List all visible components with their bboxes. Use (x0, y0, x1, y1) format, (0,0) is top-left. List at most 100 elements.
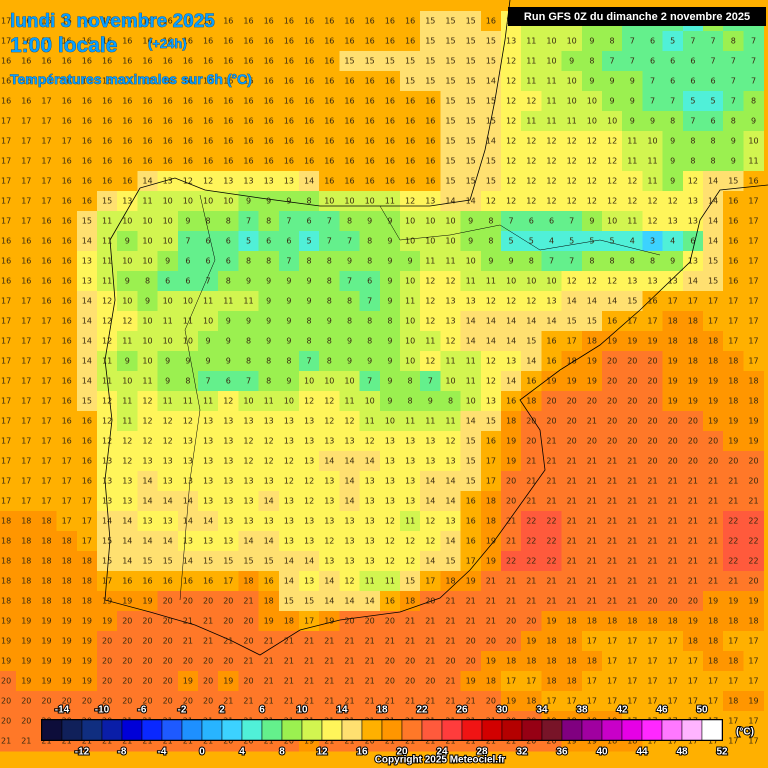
grid-value: 8 (448, 397, 453, 406)
grid-value: 17 (41, 157, 51, 166)
grid-value: 20 (163, 637, 173, 646)
grid-cell (258, 31, 280, 52)
grid-value: 15 (304, 597, 314, 606)
grid-value: 21 (304, 657, 314, 666)
grid-cell (97, 11, 118, 32)
grid-cell (117, 71, 138, 92)
grid-value: 10 (587, 117, 597, 126)
grid-value: 3 (650, 237, 655, 246)
grid-value: 12 (627, 197, 637, 206)
grid-value: 16 (284, 57, 294, 66)
grid-value: 20 (607, 397, 617, 406)
grid-value: 17 (1, 477, 11, 486)
grid-cell (238, 231, 260, 252)
grid-value: 9 (286, 277, 291, 286)
grid-value: 8 (266, 377, 271, 386)
grid-cell (561, 231, 583, 252)
grid-value: 9 (266, 337, 271, 346)
grid-value: 21 (668, 497, 678, 506)
grid-value: 20 (142, 637, 152, 646)
grid-value: 10 (142, 257, 152, 266)
grid-value: 11 (183, 397, 193, 406)
grid-value: 21 (365, 637, 375, 646)
grid-value: 9 (610, 77, 615, 86)
grid-cell (16, 191, 37, 212)
grid-value: 13 (284, 177, 294, 186)
grid-cell (581, 251, 603, 272)
grid-value: 21 (466, 617, 476, 626)
grid-cell (723, 191, 744, 212)
grid-cell (480, 251, 502, 272)
grid-cell (218, 71, 239, 92)
grid-value: 9 (286, 197, 291, 206)
grid-value: 20 (506, 497, 516, 506)
grid-cell (56, 111, 78, 132)
grid-value: 19 (82, 617, 92, 626)
grid-cell (460, 111, 482, 132)
grid-value: 16 (243, 57, 253, 66)
grid-value: 21 (627, 457, 637, 466)
grid-value: 20 (688, 417, 698, 426)
grid-value: 17 (506, 677, 516, 686)
grid-value: 21 (627, 477, 637, 486)
grid-value: 14 (82, 237, 92, 246)
grid-value: 12 (587, 277, 597, 286)
legend-label: 32 (516, 747, 528, 758)
grid-value: 9 (286, 317, 291, 326)
grid-value: 18 (587, 657, 597, 666)
grid-value: 20 (466, 637, 476, 646)
legend-label: 34 (536, 705, 548, 716)
grid-cell (238, 191, 260, 212)
grid-value: 16 (41, 57, 51, 66)
grid-value: 19 (647, 337, 657, 346)
grid-value: 16 (203, 117, 213, 126)
grid-value: 6 (650, 37, 655, 46)
grid-value: 16 (183, 577, 193, 586)
grid-cell (238, 71, 260, 92)
grid-value: 12 (607, 137, 617, 146)
grid-value: 17 (728, 317, 738, 326)
grid-cell (278, 31, 300, 52)
grid-value: 16 (223, 157, 233, 166)
grid-value: 18 (708, 657, 718, 666)
grid-cell (258, 91, 280, 112)
grid-value: 18 (708, 357, 718, 366)
grid-cell (0, 111, 17, 132)
grid-value: 14 (142, 537, 152, 546)
legend-label: -4 (158, 747, 167, 758)
grid-value: 17 (41, 477, 51, 486)
grid-value: 15 (284, 597, 294, 606)
grid-value: 10 (405, 237, 415, 246)
grid-value: 13 (405, 497, 415, 506)
grid-cell (642, 51, 664, 72)
grid-cell (299, 91, 320, 112)
grid-cell (581, 111, 603, 132)
grid-value: 13 (688, 217, 698, 226)
grid-value: 21 (688, 557, 698, 566)
grid-cell (0, 131, 17, 152)
legend-swatch (541, 719, 563, 741)
grid-cell (76, 171, 98, 192)
grid-value: 21 (668, 517, 678, 526)
grid-value: 21 (21, 737, 31, 746)
grid-value: 12 (486, 197, 496, 206)
grid-value: 19 (142, 597, 152, 606)
grid-value: 13 (445, 317, 455, 326)
grid-cell (541, 151, 563, 172)
grid-value: 15 (708, 277, 718, 286)
grid-value: 13 (668, 217, 678, 226)
grid-value: 16 (365, 157, 375, 166)
grid-cell (177, 31, 199, 52)
grid-value: 14 (284, 557, 294, 566)
grid-cell (258, 211, 280, 232)
grid-value: 16 (264, 77, 274, 86)
legend-swatch (121, 719, 143, 741)
grid-cell (137, 191, 159, 212)
grid-cell (359, 11, 381, 32)
grid-value: 6 (266, 237, 271, 246)
grid-cell (198, 31, 219, 52)
grid-value: 17 (486, 457, 496, 466)
grid-value: 18 (1, 597, 11, 606)
grid-value: 19 (82, 657, 92, 666)
grid-cell (521, 31, 542, 52)
